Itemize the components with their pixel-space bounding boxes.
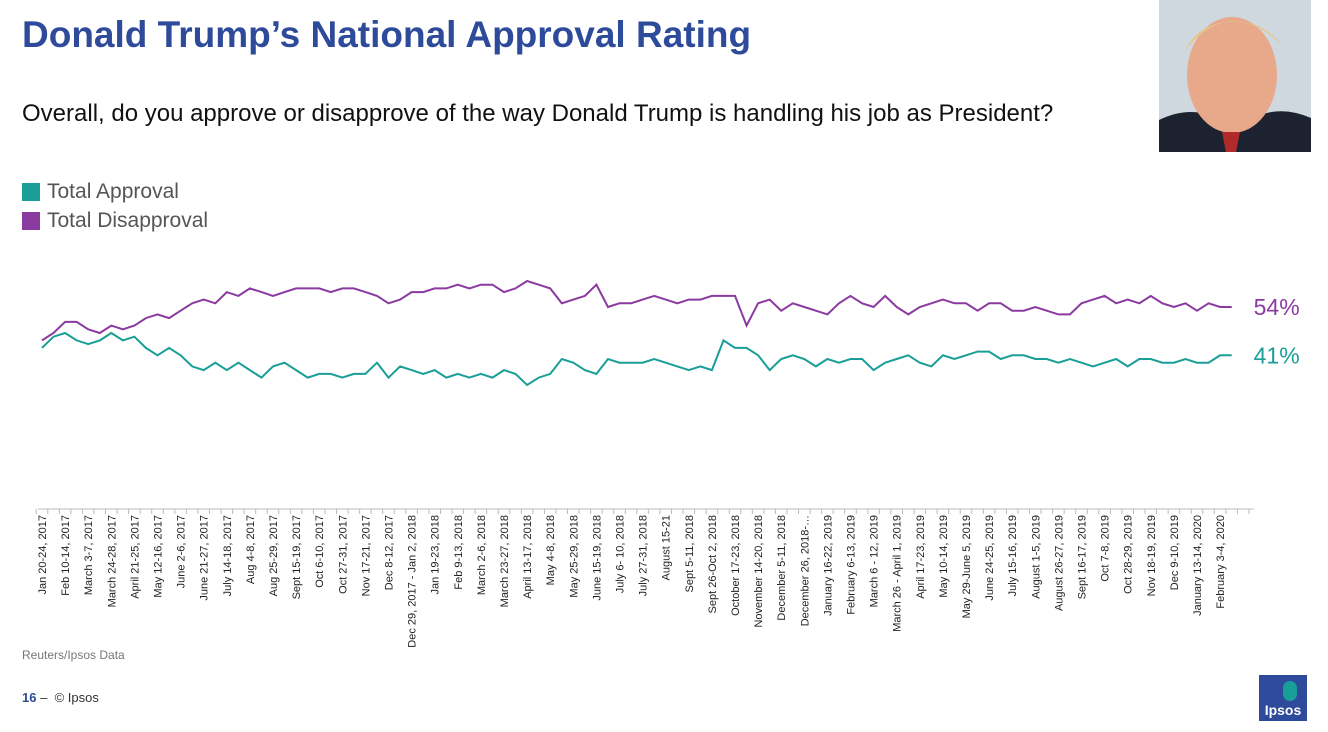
- legend-item: Total Approval: [22, 180, 179, 204]
- x-tick-label: Dec 29, 2017 - Jan 2, 2018: [407, 515, 419, 648]
- x-tick-label: July 14-18, 2017: [222, 515, 234, 596]
- x-tick-label: August 1-5, 2019: [1030, 515, 1042, 599]
- separator: –: [40, 690, 48, 705]
- x-tick-label: Oct 6-10, 2017: [314, 515, 326, 588]
- x-tick-label: March 2-6, 2018: [476, 515, 488, 595]
- x-tick-label: Feb 10-14, 2017: [60, 515, 72, 596]
- x-tick-label: July 27-31, 2018: [638, 515, 650, 596]
- series-line: [41, 279, 1232, 342]
- x-tick-label: March 6 - 12, 2019: [869, 515, 881, 607]
- x-tick-label: Nov 17-21, 2017: [360, 515, 372, 596]
- legend-label: Total Disapproval: [47, 209, 209, 232]
- x-tick-label: Sept 16-17, 2019: [1077, 515, 1089, 599]
- x-tick-label: May 25-29, 2018: [568, 515, 580, 598]
- x-tick-label: Nov 18-19, 2019: [1146, 515, 1158, 596]
- x-tick-label: March 23-27, 2018: [499, 515, 511, 607]
- x-tick-label: February 6-13, 2019: [846, 515, 858, 615]
- x-tick-label: Sept 15-19, 2017: [291, 515, 303, 599]
- x-tick-label: May 10-14, 2019: [938, 515, 950, 598]
- x-tick-label: August 26-27, 2019: [1053, 515, 1065, 611]
- x-tick-label: June 15-19, 2018: [591, 515, 603, 601]
- footer: 16 – © Ipsos: [22, 690, 99, 705]
- x-tick-label: Oct 27-31, 2017: [337, 515, 349, 594]
- copyright: © Ipsos: [54, 690, 99, 705]
- x-tick-label: Aug 25-29, 2017: [268, 515, 280, 596]
- x-tick-label: April 17-23, 2019: [915, 515, 927, 599]
- x-tick-label: August 15-21: [661, 515, 673, 580]
- x-tick-label: February 3-4, 2020: [1215, 515, 1227, 609]
- x-tick-label: April 21-25, 2017: [129, 515, 141, 599]
- photo: [1159, 0, 1311, 152]
- x-tick-label: Oct 7-8, 2019: [1100, 515, 1112, 582]
- x-tick-label: May 12-16, 2017: [153, 515, 165, 598]
- page-number: 16: [22, 690, 37, 705]
- x-tick-label: Jan 19-23, 2018: [430, 515, 442, 595]
- logo: Ipsos: [1259, 675, 1307, 721]
- logo-text: Ipsos: [1264, 702, 1302, 718]
- x-tick-label: July 6- 10, 2018: [615, 515, 627, 593]
- x-tick-label: May 4-8, 2018: [545, 515, 557, 585]
- x-tick-label: Sept 26-Oct 2, 2018: [707, 515, 719, 613]
- x-tick-label: January 16-22, 2019: [822, 515, 834, 616]
- legend-item: Total Disapproval: [22, 209, 208, 233]
- x-tick-label: December 5-11, 2018: [776, 515, 788, 621]
- x-tick-label: Dec 8-12, 2017: [384, 515, 396, 590]
- series-line: [41, 331, 1232, 387]
- legend-label: Total Approval: [47, 180, 179, 203]
- x-tick-label: Jan 20-24, 2017: [37, 515, 49, 595]
- x-tick-label: March 24-28, 2017: [106, 515, 118, 607]
- data-label: 54%: [1254, 294, 1300, 320]
- x-tick-label: June 21-27, 2017: [199, 515, 211, 601]
- x-tick-label: June 2-6, 2017: [176, 515, 188, 588]
- x-tick-label: November 14-20, 2018: [753, 515, 765, 628]
- x-tick-label: April 13-17, 2018: [522, 515, 534, 599]
- legend-swatch: [22, 212, 40, 230]
- x-tick-label: May 29-June 5, 2019: [961, 515, 973, 618]
- x-tick-label: Dec 9-10, 2019: [1169, 515, 1181, 590]
- x-tick-label: October 17-23, 2018: [730, 515, 742, 616]
- x-tick-label: June 24-25, 2019: [984, 515, 996, 601]
- x-tick-label: Sept 5-11, 2018: [684, 515, 696, 592]
- question: Overall, do you approve or disapprove of…: [22, 100, 1054, 127]
- source: Reuters/Ipsos Data: [22, 648, 125, 662]
- x-tick-label: March 3-7, 2017: [83, 515, 95, 595]
- x-tick-label: Feb 9-13, 2018: [453, 515, 465, 590]
- x-tick-label: Oct 28-29, 2019: [1123, 515, 1135, 594]
- x-tick-label: March 26 - April 1, 2019: [892, 515, 904, 632]
- x-tick-label: July 15-16, 2019: [1007, 515, 1019, 596]
- title: Donald Trump’s National Approval Rating: [22, 14, 752, 55]
- x-tick-label: January 13-14, 2020: [1192, 515, 1204, 616]
- legend-swatch: [22, 183, 40, 201]
- data-label: 41%: [1254, 342, 1300, 368]
- x-tick-label: Aug 4-8, 2017: [245, 515, 257, 584]
- x-tick-label: December 26, 2018-…: [799, 515, 811, 626]
